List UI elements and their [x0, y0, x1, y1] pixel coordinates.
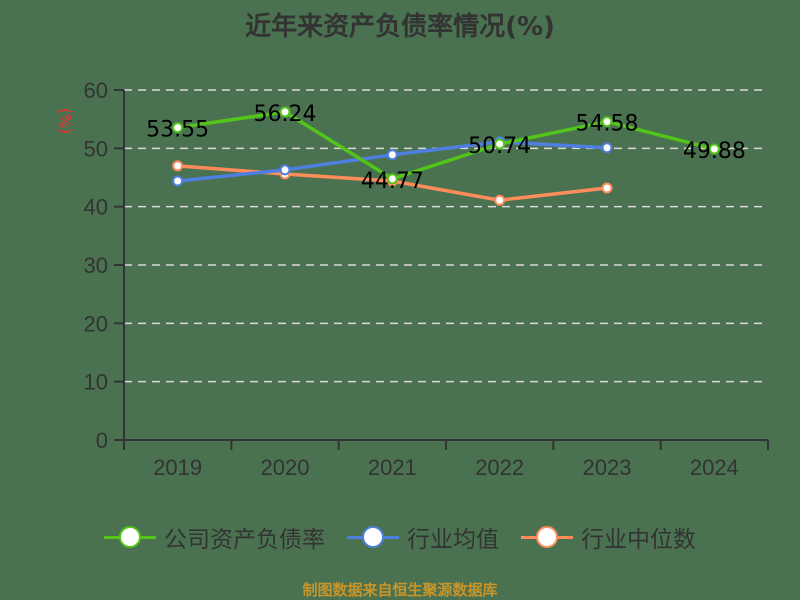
data-label: 49.88: [683, 139, 746, 164]
x-tick-label: 2019: [153, 455, 202, 480]
legend-label: 公司资产负债率: [164, 527, 325, 553]
x-tick-label: 2024: [690, 455, 739, 480]
data-point-marker: [601, 142, 613, 154]
legend-label: 行业均值: [407, 527, 499, 553]
data-point-marker: [601, 116, 613, 128]
data-point-marker: [494, 194, 506, 206]
data-point-marker: [708, 143, 720, 155]
data-point-marker: [279, 106, 291, 118]
data-label: 44.77: [361, 169, 424, 194]
y-tick-label: 30: [84, 253, 108, 278]
legend-item-company[interactable]: 公司资产负债率: [104, 520, 325, 554]
chart-title: 近年来资产负债率情况(%): [245, 12, 555, 42]
legend-marker-icon: [104, 525, 156, 549]
data-point-marker: [172, 122, 184, 134]
y-tick-label: 20: [84, 311, 108, 336]
legend-item-industry-avg[interactable]: 行业均值: [347, 520, 499, 554]
legend-marker-icon: [521, 525, 573, 549]
y-tick-label: 50: [84, 136, 108, 161]
legend-item-industry-median[interactable]: 行业中位数: [521, 520, 696, 554]
y-tick-label: 10: [84, 370, 108, 395]
x-tick-label: 2022: [475, 455, 524, 480]
series-line: [177, 110, 715, 181]
legend: 公司资产负债率 行业均值 行业中位数: [0, 520, 800, 554]
data-point-marker: [172, 175, 184, 187]
legend-marker-icon: [347, 525, 399, 549]
data-point-marker: [279, 164, 291, 176]
data-point-marker: [386, 173, 398, 185]
data-source-note: 制图数据来自恒生聚源数据库: [302, 581, 498, 599]
y-tick-label: 60: [84, 78, 108, 103]
y-tick-label: 0: [96, 428, 108, 453]
data-label: 53.55: [146, 118, 209, 143]
data-point-marker: [172, 160, 184, 172]
data-point-marker: [601, 182, 613, 194]
x-tick-label: 2021: [368, 455, 417, 480]
y-tick-label: 40: [84, 195, 108, 220]
x-tick-label: 2023: [583, 455, 632, 480]
data-label: 56.24: [254, 102, 317, 127]
data-label: 54.58: [576, 112, 639, 137]
data-point-marker: [386, 149, 398, 161]
legend-label: 行业中位数: [581, 527, 696, 553]
x-tick-label: 2020: [261, 455, 310, 480]
data-label: 50.74: [468, 134, 531, 159]
data-point-marker: [494, 138, 506, 150]
